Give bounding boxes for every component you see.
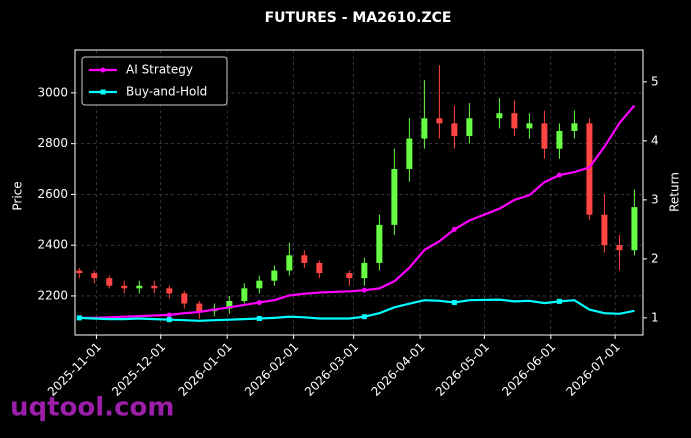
candle-body	[571, 123, 578, 131]
candle-body	[511, 113, 518, 129]
y-tick-label: 3000	[37, 85, 68, 99]
candle-body	[451, 123, 458, 137]
candle-body	[91, 273, 98, 279]
series-marker	[556, 172, 562, 178]
candle-body	[466, 118, 473, 137]
legend-label: Buy-and-Hold	[126, 85, 207, 99]
candle-body	[496, 113, 503, 119]
y2-tick-label: 2	[651, 251, 659, 265]
chart-title: FUTURES - MA2610.ZCE	[265, 10, 452, 26]
candle-body	[106, 278, 113, 286]
series-line	[79, 298, 635, 322]
candle-body	[196, 303, 203, 312]
candle-body	[421, 118, 428, 139]
plot-frame	[74, 49, 644, 336]
legend-label: AI Strategy	[126, 63, 193, 77]
y-tick-label: 2400	[37, 238, 68, 252]
series-marker	[166, 312, 172, 318]
candle-body	[256, 280, 263, 289]
y-tick-label: 2800	[37, 136, 68, 150]
series-marker	[361, 287, 367, 293]
candle-body	[166, 288, 173, 294]
watermark: uqtool.com	[10, 393, 174, 423]
candle-body	[601, 214, 608, 246]
series-marker	[76, 315, 82, 321]
candle-body	[226, 300, 233, 309]
candle-body	[556, 130, 563, 149]
candle-body	[286, 255, 293, 271]
candle-body	[301, 255, 308, 263]
candle-body	[376, 224, 383, 263]
candle-body	[181, 293, 188, 304]
series-marker	[361, 314, 367, 320]
candle-body	[136, 285, 143, 289]
candle-body	[271, 270, 278, 281]
candle-body	[76, 270, 83, 274]
y-tick-label: 2200	[37, 288, 68, 302]
y2-tick-label: 1	[651, 310, 659, 324]
legend-marker	[100, 89, 106, 95]
candle-body	[151, 285, 158, 289]
y2-axis-label: Return	[668, 172, 682, 212]
series-marker	[451, 226, 457, 232]
candle-body	[316, 262, 323, 274]
candle-body	[586, 123, 593, 215]
y-axis-label: Price	[11, 181, 25, 210]
y2-tick-label: 3	[651, 192, 659, 206]
candle-body	[526, 123, 533, 129]
candle-body	[121, 285, 128, 289]
candle-body	[361, 262, 368, 279]
candle-body	[436, 118, 443, 124]
candle-body	[406, 138, 413, 170]
series-marker	[256, 300, 262, 306]
legend-marker	[100, 67, 106, 73]
y2-tick-label: 5	[651, 74, 659, 88]
series-marker	[256, 315, 262, 321]
y2-tick-label: 4	[651, 133, 659, 147]
series-line	[79, 104, 636, 319]
candle-body	[241, 288, 248, 301]
candle-body	[346, 273, 353, 279]
candle-body	[616, 245, 623, 251]
series-marker	[166, 317, 172, 323]
y-tick-label: 2600	[37, 187, 68, 201]
legend-box	[81, 56, 228, 106]
candle-body	[391, 169, 398, 225]
candle-body	[541, 123, 548, 149]
series-marker	[451, 300, 457, 306]
series-marker	[556, 298, 562, 304]
candle-body	[631, 207, 638, 251]
